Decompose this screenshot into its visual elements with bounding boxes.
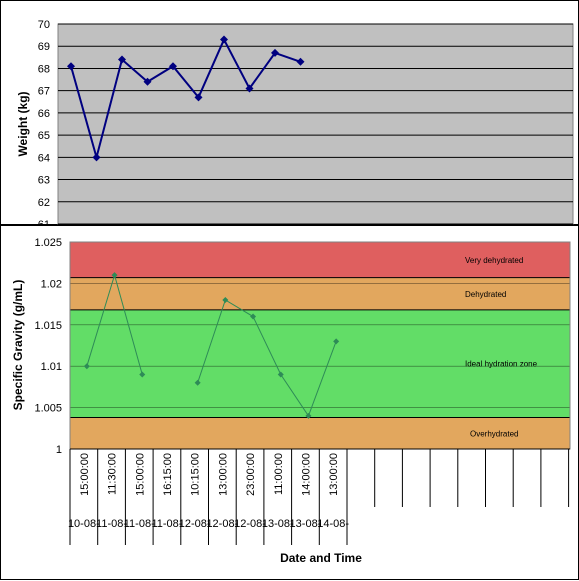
- weight-y-axis-title: Weight (kg): [16, 91, 30, 156]
- sg-category-date: 10-08-: [68, 518, 100, 530]
- weight-series: [67, 35, 305, 162]
- sg-point: [194, 379, 201, 386]
- weight-y-tick-label: 69: [38, 41, 50, 53]
- weight-point: [67, 62, 75, 71]
- sg-category-time: 23:00:00: [245, 453, 257, 496]
- sg-zone-band: [70, 242, 570, 278]
- sg-line: [197, 299, 337, 417]
- sg-category-date: 12-08-: [234, 518, 266, 530]
- sg-y-axis-title: Specific Gravity (g/mL): [11, 280, 25, 411]
- sg-category-time: 10:15:00: [190, 453, 202, 496]
- sg-zone-labels: Overhydrated Ideal hydration zone Dehydrat…: [465, 256, 538, 438]
- weight-point: [194, 93, 203, 102]
- sg-y-tick-label: 1: [56, 444, 62, 456]
- weight-point: [143, 77, 152, 86]
- sg-hydration-zones: [70, 242, 570, 449]
- sg-point: [222, 296, 229, 303]
- sg-category-date: 11-08-: [96, 518, 127, 530]
- sg-y-tick-label: 1.025: [34, 237, 62, 249]
- weight-point: [92, 153, 101, 162]
- sg-point: [305, 412, 312, 419]
- sg-zone-label: Dehydrated: [465, 290, 506, 299]
- sg-point: [333, 338, 340, 345]
- weight-plot-area: [57, 23, 574, 225]
- sg-category-date: 13-08-: [290, 518, 322, 530]
- weight-gridlines: [58, 23, 573, 225]
- sg-y-tick-label: 1.005: [34, 403, 62, 415]
- sg-category-date: 12-08-: [206, 518, 238, 530]
- sg-zone-band: [70, 277, 570, 310]
- sg-category-time: 15:00:00: [134, 453, 146, 496]
- sg-zone-label: Ideal hydration zone: [465, 360, 538, 369]
- weight-y-tick-label: 64: [38, 152, 50, 164]
- weight-y-tick-label: 67: [38, 86, 50, 98]
- weight-point: [118, 55, 126, 64]
- weight-y-ticks: 61 62 63 64 65 66 67 68 69 70: [38, 19, 50, 226]
- sg-category-date: 12-08-: [179, 518, 211, 530]
- sg-point: [111, 272, 118, 279]
- sg-category-date: 11-08-: [124, 518, 155, 530]
- sg-zone-label: Overhydrated: [470, 429, 518, 438]
- weight-y-tick-label: 68: [38, 63, 50, 75]
- specific-gravity-chart: 1 1.005 1.01 1.015 1.02 1.025 Overhydrated Ide…: [0, 225, 579, 580]
- sg-x-axis-title: Date and Time: [280, 551, 362, 565]
- weight-y-tick-label: 61: [38, 219, 50, 226]
- sg-point: [83, 363, 90, 370]
- weight-y-tick-label: 66: [38, 108, 50, 120]
- sg-category-date: 13-08-: [262, 518, 294, 530]
- sg-category-time: 13:00:00: [217, 453, 229, 496]
- weight-y-tick-label: 63: [38, 175, 50, 187]
- sg-category-time: 14:00:00: [300, 453, 312, 496]
- sg-zone-band: [70, 309, 570, 418]
- sg-category-time: 13:00:00: [328, 453, 340, 496]
- sg-category-time: 15:00:00: [79, 453, 91, 496]
- sg-zone-label: Very dehydrated: [465, 256, 523, 265]
- weight-y-tick-label: 62: [38, 197, 50, 209]
- sg-category-table: 15:00:00 10-08- 11:30:00 11-08- 15:00:00 11-0…: [68, 448, 570, 545]
- sg-point: [277, 371, 284, 378]
- sg-category-date: 14-08-: [317, 518, 349, 530]
- weight-point: [169, 62, 177, 71]
- sg-point: [250, 313, 257, 320]
- weight-y-tick-label: 70: [38, 19, 50, 31]
- sg-y-tick-label: 1.015: [34, 320, 62, 332]
- sg-y-ticks: 1 1.005 1.01 1.015 1.02 1.025: [34, 237, 62, 456]
- weight-point: [271, 48, 279, 57]
- sg-series: [83, 272, 340, 419]
- sg-category-date: 11-08-: [151, 518, 182, 530]
- sg-zone-band: [70, 417, 570, 449]
- weight-y-tick-label: 65: [38, 130, 50, 142]
- sg-category-time: 11:00:00: [273, 453, 285, 495]
- weight-point: [245, 84, 254, 93]
- sg-category-time: 11:30:00: [107, 453, 119, 495]
- sg-y-tick-label: 1.01: [41, 361, 62, 373]
- weight-line: [70, 37, 301, 162]
- sg-y-tick-label: 1.02: [41, 278, 62, 290]
- weight-chart: 61 62 63 64 65 66 67 68 69 70 Weight (kg): [0, 0, 579, 226]
- weight-point: [296, 57, 305, 66]
- sg-category-time: 16:15:00: [162, 453, 174, 496]
- sg-point: [139, 371, 146, 378]
- weight-point: [220, 35, 228, 44]
